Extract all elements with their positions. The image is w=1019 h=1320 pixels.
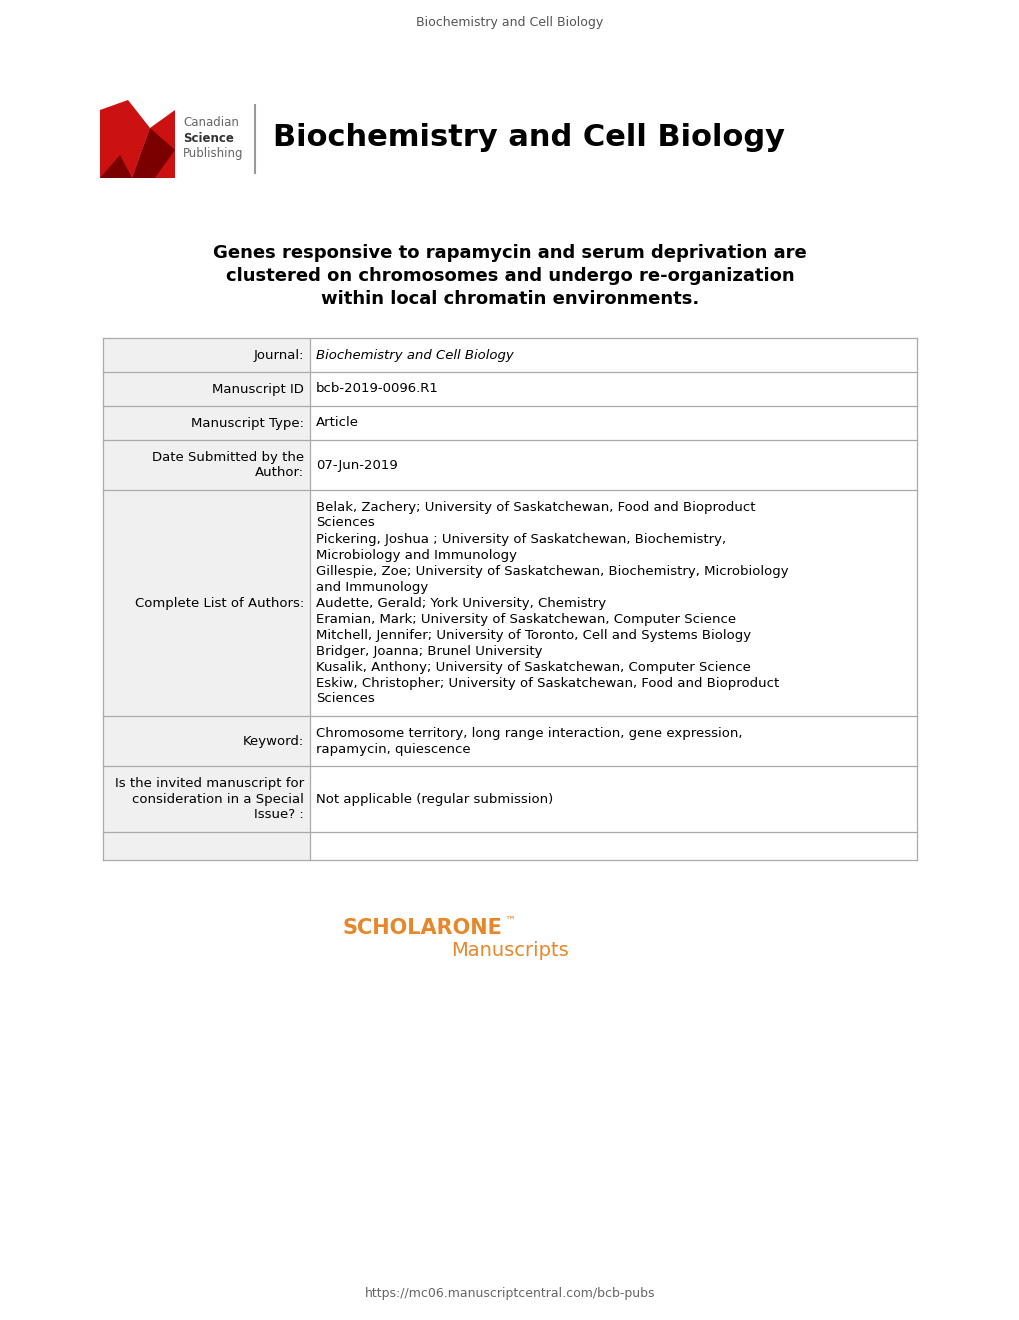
- Text: Journal:: Journal:: [254, 348, 304, 362]
- Text: Is the invited manuscript for: Is the invited manuscript for: [115, 776, 304, 789]
- Text: Manuscripts: Manuscripts: [450, 940, 569, 960]
- Text: SCHOLARONE: SCHOLARONE: [341, 917, 501, 939]
- Bar: [103, 407, 310, 440]
- Text: Canadian: Canadian: [182, 116, 238, 128]
- Text: Audette, Gerald; York University, Chemistry: Audette, Gerald; York University, Chemis…: [316, 597, 605, 610]
- Bar: [103, 372, 310, 407]
- Text: Biochemistry and Cell Biology: Biochemistry and Cell Biology: [273, 124, 785, 153]
- Polygon shape: [100, 154, 131, 178]
- Bar: [103, 715, 310, 766]
- Text: Sciences: Sciences: [316, 516, 374, 529]
- Text: Not applicable (regular submission): Not applicable (regular submission): [316, 792, 552, 805]
- Text: https://mc06.manuscriptcentral.com/bcb-pubs: https://mc06.manuscriptcentral.com/bcb-p…: [365, 1287, 654, 1299]
- Bar: [103, 766, 310, 832]
- Text: Eskiw, Christopher; University of Saskatchewan, Food and Bioproduct: Eskiw, Christopher; University of Saskat…: [316, 676, 779, 689]
- Text: Issue? :: Issue? :: [254, 808, 304, 821]
- Text: Manuscript Type:: Manuscript Type:: [191, 417, 304, 429]
- Bar: [103, 338, 310, 372]
- Text: Pickering, Joshua ; University of Saskatchewan, Biochemistry,: Pickering, Joshua ; University of Saskat…: [316, 532, 726, 545]
- Polygon shape: [100, 100, 150, 178]
- Polygon shape: [131, 110, 175, 178]
- Polygon shape: [131, 128, 175, 178]
- Text: 07-Jun-2019: 07-Jun-2019: [316, 458, 397, 471]
- Text: rapamycin, quiescence: rapamycin, quiescence: [316, 742, 470, 755]
- Text: Biochemistry and Cell Biology: Biochemistry and Cell Biology: [316, 348, 514, 362]
- Text: Sciences: Sciences: [316, 693, 374, 705]
- Text: Eramian, Mark; University of Saskatchewan, Computer Science: Eramian, Mark; University of Saskatchewa…: [316, 612, 736, 626]
- Text: Bridger, Joanna; Brunel University: Bridger, Joanna; Brunel University: [316, 644, 542, 657]
- Text: Gillespie, Zoe; University of Saskatchewan, Biochemistry, Microbiology: Gillespie, Zoe; University of Saskatchew…: [316, 565, 788, 578]
- Text: Article: Article: [316, 417, 359, 429]
- Text: clustered on chromosomes and undergo re-organization: clustered on chromosomes and undergo re-…: [225, 267, 794, 285]
- Text: and Immunology: and Immunology: [316, 581, 428, 594]
- Text: Mitchell, Jennifer; University of Toronto, Cell and Systems Biology: Mitchell, Jennifer; University of Toront…: [316, 628, 750, 642]
- Text: Date Submitted by the: Date Submitted by the: [152, 450, 304, 463]
- Text: Manuscript ID: Manuscript ID: [212, 383, 304, 396]
- Text: Publishing: Publishing: [182, 148, 244, 161]
- Text: consideration in a Special: consideration in a Special: [132, 792, 304, 805]
- Text: within local chromatin environments.: within local chromatin environments.: [321, 290, 698, 308]
- Bar: [103, 832, 310, 861]
- Text: Science: Science: [182, 132, 233, 144]
- Text: Belak, Zachery; University of Saskatchewan, Food and Bioproduct: Belak, Zachery; University of Saskatchew…: [316, 500, 755, 513]
- Text: Kusalik, Anthony; University of Saskatchewan, Computer Science: Kusalik, Anthony; University of Saskatch…: [316, 660, 750, 673]
- Bar: [103, 440, 310, 490]
- Text: Keyword:: Keyword:: [243, 734, 304, 747]
- Text: Biochemistry and Cell Biology: Biochemistry and Cell Biology: [416, 16, 603, 29]
- Text: Author:: Author:: [255, 466, 304, 479]
- Text: Chromosome territory, long range interaction, gene expression,: Chromosome territory, long range interac…: [316, 726, 742, 739]
- Text: ™: ™: [503, 916, 515, 927]
- Text: Genes responsive to rapamycin and serum deprivation are: Genes responsive to rapamycin and serum …: [213, 244, 806, 261]
- Bar: [103, 490, 310, 715]
- Text: Complete List of Authors:: Complete List of Authors:: [135, 597, 304, 610]
- Text: bcb-2019-0096.R1: bcb-2019-0096.R1: [316, 383, 438, 396]
- Text: Microbiology and Immunology: Microbiology and Immunology: [316, 549, 517, 561]
